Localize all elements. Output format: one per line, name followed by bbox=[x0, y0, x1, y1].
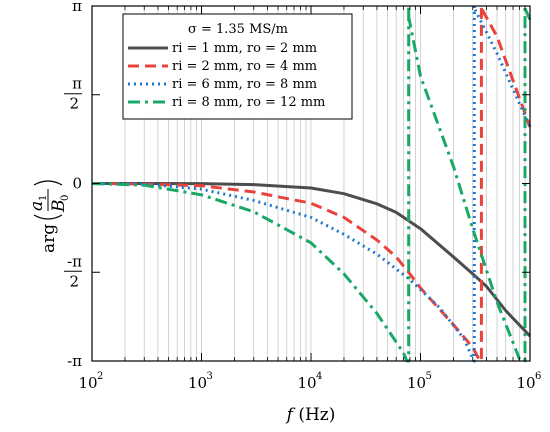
legend-entry: ri = 1 mm, ro = 2 mm bbox=[172, 41, 317, 56]
series-line bbox=[91, 4, 532, 363]
x-axis-title: f (Hz) bbox=[285, 405, 336, 425]
x-tick-exponent: 3 bbox=[207, 371, 213, 382]
y-tick-label: π bbox=[72, 0, 82, 15]
legend-header: σ = 1.35 MS/m bbox=[188, 22, 288, 37]
legend-entry: ri = 2 mm, ro = 4 mm bbox=[172, 59, 317, 74]
x-tick-base: 10 bbox=[516, 374, 535, 392]
x-tick-exponent: 5 bbox=[426, 371, 432, 382]
y-tick-label: π2 bbox=[64, 75, 82, 113]
y-axis-title: arg a 1 B 0 bbox=[27, 180, 71, 253]
svg-text:arg: arg bbox=[39, 224, 59, 253]
y-tick-text: 0 bbox=[72, 175, 82, 193]
y-tick-numerator: π bbox=[72, 75, 82, 93]
x-tick-base: 10 bbox=[407, 374, 426, 392]
svg-text:0: 0 bbox=[60, 195, 71, 201]
x-tick-label: 10 3 bbox=[188, 371, 213, 392]
svg-text:a: a bbox=[27, 201, 47, 211]
series-line bbox=[92, 182, 532, 338]
svg-text:1: 1 bbox=[38, 195, 49, 201]
y-tick-numerator: -π bbox=[67, 252, 82, 270]
x-tick-base: 10 bbox=[188, 374, 207, 392]
y-tick-text: -π bbox=[67, 352, 82, 370]
legend-items: σ = 1.35 MS/m ri = 1 mm, ro = 2 mm ri = 2 … bbox=[128, 22, 325, 110]
x-tick-label: 10 4 bbox=[297, 371, 322, 392]
x-tick-base: 10 bbox=[297, 374, 316, 392]
y-tick-denominator: 2 bbox=[69, 95, 79, 113]
series-line bbox=[91, 4, 532, 363]
y-tick-denominator: 2 bbox=[69, 272, 79, 290]
svg-text:B: B bbox=[49, 200, 69, 214]
legend-entry: ri = 6 mm, ro = 8 mm bbox=[172, 77, 317, 92]
y-tick-label: -π bbox=[67, 352, 82, 370]
x-tick-exponent: 6 bbox=[535, 371, 541, 382]
x-tick-label: 10 6 bbox=[516, 371, 541, 392]
y-tick-label: 0 bbox=[72, 175, 82, 193]
x-tick-labels: 10 2 10 3 10 4 10 5 10 6 bbox=[78, 371, 541, 392]
x-tick-exponent: 4 bbox=[316, 371, 322, 382]
x-tick-exponent: 2 bbox=[97, 371, 103, 382]
x-tick-base: 10 bbox=[78, 374, 97, 392]
legend: σ = 1.35 MS/m ri = 1 mm, ro = 2 mm ri = 2 … bbox=[122, 13, 353, 120]
y-tick-text: π bbox=[72, 0, 82, 15]
x-tick-label: 10 2 bbox=[78, 371, 103, 392]
x-tick-label: 10 5 bbox=[407, 371, 432, 392]
tick-marks bbox=[91, 5, 531, 362]
legend-entry: ri = 8 mm, ro = 12 mm bbox=[172, 95, 325, 110]
y-tick-label: -π 2 bbox=[64, 252, 82, 290]
